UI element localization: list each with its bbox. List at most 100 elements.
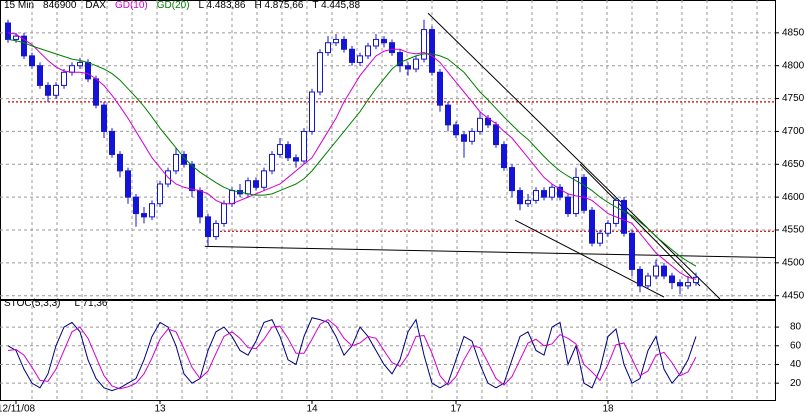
y-tick-label: 40 <box>790 359 802 370</box>
stoch-stat: L 71,36 <box>74 298 108 309</box>
candle-body <box>525 199 531 205</box>
candle-body <box>245 180 251 195</box>
candle-body <box>461 134 467 142</box>
series-line <box>7 32 697 280</box>
candle-body <box>677 282 683 287</box>
candle-body <box>517 190 523 205</box>
panel-frame <box>0 300 776 401</box>
x-tick-label: 17 <box>450 404 462 415</box>
candle-body <box>413 58 419 70</box>
candle-body <box>21 35 27 57</box>
candle-body <box>101 104 107 132</box>
candle-body <box>613 199 619 224</box>
x-tick-label: 14 <box>306 404 318 415</box>
candle-body <box>253 180 259 188</box>
header-item: DAX <box>85 0 106 11</box>
y-tick-label: 60 <box>790 340 802 351</box>
candle-body <box>277 144 283 155</box>
legend-entry: GD(20) <box>156 0 190 11</box>
candle-body <box>389 42 395 54</box>
x-tick-label: 13 <box>154 404 166 415</box>
header-stat: T 4.445,88 <box>312 0 361 11</box>
candle-body <box>61 71 67 86</box>
candle-body <box>557 186 563 198</box>
candle-body <box>597 232 603 244</box>
candle-body <box>269 153 275 172</box>
candle-body <box>437 71 443 106</box>
stoch-header: STOC(5,3,3) L 71,36 <box>4 298 122 310</box>
candle-body <box>693 276 699 284</box>
candle-body <box>477 117 483 132</box>
y-tick-label: 4850 <box>782 27 805 38</box>
candle-body <box>629 232 635 270</box>
y-tick-label: 20 <box>790 378 802 389</box>
candle-body <box>533 190 539 201</box>
candle-body <box>509 167 515 192</box>
candle-body <box>453 124 459 136</box>
series-line <box>7 317 697 392</box>
candle-body <box>357 55 363 63</box>
stoch-title: STOC(5,3,3) <box>4 298 61 309</box>
candle-body <box>541 190 547 198</box>
candle-body <box>493 124 499 146</box>
candle-body <box>661 265 667 277</box>
candle-body <box>637 268 643 287</box>
candle-body <box>621 199 627 234</box>
candle-body <box>37 65 43 86</box>
candle-body <box>173 153 179 172</box>
y-tick-label: 4700 <box>782 126 805 137</box>
candle-body <box>405 65 411 70</box>
candle-body <box>373 38 379 47</box>
candle-body <box>261 170 267 188</box>
candle-body <box>589 209 595 244</box>
candle-body <box>109 130 115 155</box>
series-line <box>7 319 697 390</box>
candle-body <box>317 52 323 93</box>
candle-body <box>157 183 163 205</box>
series-line <box>7 38 697 267</box>
y-tick-label: 4800 <box>782 60 805 71</box>
candle-body <box>653 265 659 277</box>
candle-body <box>309 91 315 132</box>
candle-body <box>421 29 427 60</box>
candle-body <box>125 170 131 198</box>
panel-frame <box>0 0 776 300</box>
candle-body <box>645 275 651 287</box>
y-tick-label: 4500 <box>782 257 805 268</box>
candle-body <box>53 84 59 96</box>
candle-body <box>333 38 339 44</box>
candle-body <box>69 65 75 73</box>
candle-body <box>285 144 291 159</box>
candle-body <box>349 48 355 63</box>
candle-body <box>381 38 387 44</box>
candle-body <box>365 45 371 57</box>
candle-body <box>141 213 147 218</box>
candle-body <box>29 55 35 67</box>
candle-body <box>565 196 571 215</box>
chart-header: 15 Min 846900 DAX GD(10) GD(20) L 4.483,86 H 4… <box>4 0 369 12</box>
trend-line <box>427 12 721 300</box>
candle-body <box>293 157 299 162</box>
y-tick-label: 80 <box>790 322 802 333</box>
candle-body <box>501 144 507 169</box>
candle-body <box>581 176 587 211</box>
header-stat: L 4.483,86 <box>198 0 246 11</box>
header-item: 846900 <box>43 0 77 11</box>
y-tick-label: 4750 <box>782 93 805 104</box>
candle-body <box>229 190 235 205</box>
candle-body <box>149 203 155 218</box>
candle-body <box>45 84 51 96</box>
candle-body <box>549 186 555 198</box>
candle-body <box>341 38 347 50</box>
y-tick-label: 4450 <box>782 290 805 301</box>
candle-body <box>181 153 187 165</box>
candle-body <box>213 222 219 238</box>
y-tick-label: 4550 <box>782 225 805 236</box>
candle-body <box>197 190 203 218</box>
candle-body <box>605 222 611 234</box>
candle-body <box>469 130 475 142</box>
candle-body <box>77 61 83 67</box>
y-tick-label: 4600 <box>782 192 805 203</box>
